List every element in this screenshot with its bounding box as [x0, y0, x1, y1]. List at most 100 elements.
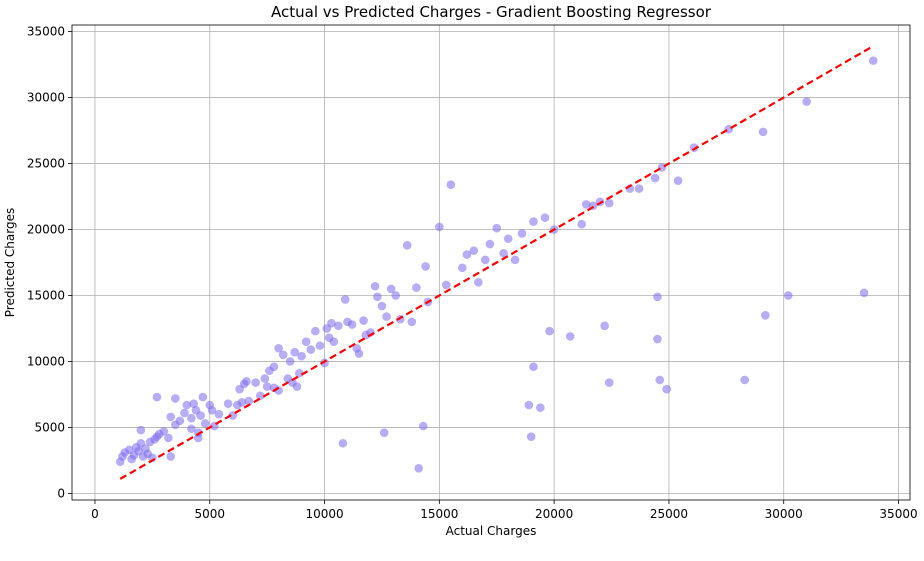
data-point — [200, 419, 210, 428]
data-point — [529, 362, 538, 372]
x-tick-label: 15000 — [420, 507, 458, 521]
x-tick-label: 30000 — [765, 507, 803, 521]
data-point — [311, 326, 320, 336]
data-point — [196, 411, 205, 420]
y-tick-label: 15000 — [27, 288, 65, 302]
data-point — [868, 56, 878, 65]
data-point — [189, 399, 198, 408]
data-point — [262, 382, 272, 391]
data-point — [859, 288, 869, 298]
x-axis-label: Actual Charges — [446, 524, 537, 538]
data-point — [370, 281, 380, 291]
data-point — [802, 97, 811, 106]
data-point — [391, 291, 401, 300]
data-point — [251, 378, 260, 387]
x-tick-label: 25000 — [650, 507, 688, 521]
data-point — [207, 405, 217, 415]
data-point — [577, 219, 586, 229]
data-points — [115, 56, 878, 473]
data-point — [292, 382, 302, 391]
data-point — [653, 334, 662, 344]
data-point — [373, 292, 382, 302]
y-tick-label: 20000 — [27, 223, 65, 237]
data-point — [193, 433, 203, 443]
y-tick-label: 5000 — [34, 420, 65, 434]
data-point — [244, 396, 254, 406]
data-point — [306, 345, 316, 354]
data-point — [166, 452, 176, 461]
data-point — [164, 433, 173, 443]
data-point — [180, 408, 189, 418]
data-point — [784, 291, 793, 300]
data-point — [152, 392, 162, 402]
data-point — [673, 176, 683, 185]
data-point — [662, 384, 671, 394]
data-point — [462, 250, 472, 259]
data-point — [334, 321, 343, 331]
y-axis-label: Predicted Charges — [3, 208, 17, 317]
data-point — [414, 464, 423, 473]
data-point — [340, 295, 350, 304]
data-point — [159, 427, 169, 436]
x-tick-label: 5000 — [194, 507, 225, 521]
x-tick-label: 35000 — [879, 507, 917, 521]
data-point — [274, 343, 283, 353]
data-point — [136, 425, 146, 435]
data-point — [412, 283, 421, 292]
data-point — [655, 375, 665, 385]
data-point — [524, 400, 534, 410]
data-point — [347, 320, 357, 329]
data-point — [166, 412, 176, 422]
data-point — [503, 234, 513, 244]
data-point — [377, 301, 387, 311]
data-point — [600, 321, 609, 331]
y-tick-label: 25000 — [27, 157, 65, 171]
data-point — [386, 284, 396, 294]
x-tick-label: 20000 — [535, 507, 573, 521]
data-point — [653, 292, 662, 302]
data-point — [689, 143, 699, 153]
data-point — [650, 173, 660, 183]
x-axis-ticks: 0 5000 10000 15000 20000 25000 30000 35000 — [91, 500, 918, 521]
data-point — [536, 403, 545, 412]
data-point — [407, 317, 417, 327]
data-point — [604, 198, 614, 208]
data-point — [540, 213, 550, 222]
data-point — [758, 127, 768, 137]
data-point — [604, 378, 614, 387]
data-point — [187, 413, 196, 423]
data-point — [446, 180, 456, 189]
chart-title: Actual vs Predicted Charges - Gradient B… — [271, 3, 712, 21]
data-point — [499, 248, 508, 258]
data-point — [492, 223, 502, 233]
data-point — [526, 432, 536, 441]
data-point — [297, 351, 306, 361]
data-point — [485, 239, 495, 249]
data-point — [315, 341, 325, 350]
data-point — [458, 263, 467, 273]
data-point — [260, 374, 270, 383]
data-point — [329, 337, 339, 346]
data-point — [480, 255, 490, 265]
data-point — [214, 409, 224, 419]
data-point — [634, 184, 644, 193]
data-point — [441, 280, 451, 290]
data-point — [175, 416, 185, 426]
reference-line — [119, 45, 874, 480]
x-tick-label: 10000 — [305, 507, 343, 521]
data-point — [290, 347, 300, 357]
data-point — [354, 349, 364, 358]
data-point — [223, 399, 233, 408]
data-point — [285, 357, 295, 366]
x-tick-label: 0 — [91, 507, 99, 521]
y-tick-label: 35000 — [27, 25, 65, 39]
data-point — [510, 255, 520, 265]
data-point — [469, 246, 479, 255]
plot-frame — [71, 24, 911, 501]
data-point — [255, 391, 265, 401]
data-point — [278, 350, 288, 360]
data-point — [198, 392, 208, 402]
y-tick-label: 0 — [57, 486, 65, 500]
y-axis-ticks: 0 5000 10000 15000 20000 25000 30000 35000 — [27, 25, 72, 500]
